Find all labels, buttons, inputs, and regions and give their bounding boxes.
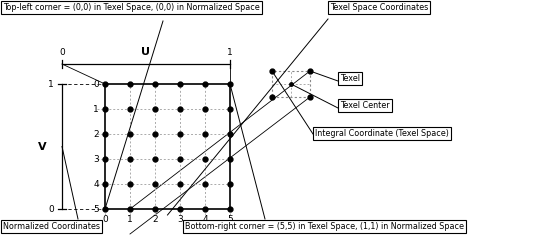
Text: 0: 0 (102, 214, 108, 224)
Text: 1: 1 (93, 105, 99, 114)
Text: 4: 4 (202, 214, 208, 224)
Text: Bottom-right corner = (5,5) in Texel Space, (1,1) in Normalized Space: Bottom-right corner = (5,5) in Texel Spa… (185, 222, 464, 231)
Text: 0: 0 (48, 204, 54, 213)
Text: 3: 3 (177, 214, 183, 224)
Text: Texel Space Coordinates: Texel Space Coordinates (330, 3, 428, 12)
Text: 5: 5 (93, 204, 99, 213)
Text: Texel Center: Texel Center (340, 101, 390, 110)
Text: Top-left corner = (0,0) in Texel Space, (0,0) in Normalized Space: Top-left corner = (0,0) in Texel Space, … (3, 3, 260, 12)
Text: 3: 3 (93, 154, 99, 164)
Text: Texel: Texel (340, 74, 360, 83)
Text: V: V (38, 141, 46, 151)
Text: 1: 1 (48, 79, 54, 88)
Text: Integral Coordinate (Texel Space): Integral Coordinate (Texel Space) (315, 129, 449, 138)
Text: U: U (142, 47, 150, 57)
Text: 0: 0 (59, 48, 65, 57)
Text: 1: 1 (127, 214, 133, 224)
Text: 0: 0 (93, 79, 99, 88)
Text: 2: 2 (152, 214, 158, 224)
Text: Normalized Coordinates: Normalized Coordinates (3, 222, 100, 231)
Text: 4: 4 (93, 180, 99, 188)
Text: 1: 1 (227, 48, 233, 57)
Text: 5: 5 (227, 214, 233, 224)
Text: 2: 2 (93, 129, 99, 138)
